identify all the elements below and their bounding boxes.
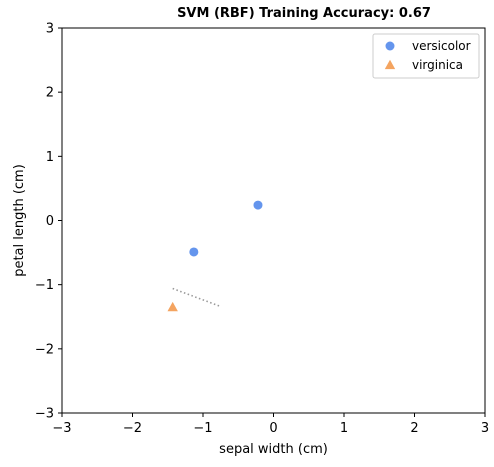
x-tick-label: 1 bbox=[340, 421, 348, 436]
y-tick-label: 1 bbox=[46, 150, 54, 165]
x-axis-label: sepal width (cm) bbox=[219, 442, 328, 457]
legend-marker-virginica bbox=[384, 59, 396, 70]
versicolor-point bbox=[253, 200, 263, 210]
plot-layer: −3 −2 −1 0 1 2 3 −3 −2 −1 0 1 2 3 versicolor virginica bbox=[35, 22, 489, 437]
y-tick-label: 2 bbox=[46, 86, 54, 101]
decision-boundary-line bbox=[172, 287, 221, 308]
legend-marker-versicolor bbox=[385, 41, 395, 51]
y-tick-label: −3 bbox=[35, 407, 54, 422]
y-tick-label: 0 bbox=[46, 214, 54, 229]
x-tick-label: 0 bbox=[269, 421, 277, 436]
virginica-point bbox=[167, 301, 178, 312]
y-tick-label: −2 bbox=[35, 342, 54, 357]
chart-title: SVM (RBF) Training Accuracy: 0.67 bbox=[177, 6, 431, 21]
x-tick-label: 2 bbox=[410, 421, 418, 436]
legend: versicolor virginica bbox=[372, 33, 480, 79]
plot-frame bbox=[61, 27, 486, 414]
versicolor-point bbox=[189, 247, 199, 257]
x-tick-label: −2 bbox=[123, 421, 142, 436]
y-tick-label: −1 bbox=[35, 278, 54, 293]
legend-label-versicolor: versicolor bbox=[412, 39, 471, 53]
y-axis-label: petal length (cm) bbox=[12, 164, 27, 277]
legend-frame bbox=[372, 33, 480, 79]
x-tick-label: −1 bbox=[193, 421, 212, 436]
x-tick-label: −3 bbox=[52, 421, 71, 436]
y-tick-label: 3 bbox=[46, 22, 54, 37]
legend-label-virginica: virginica bbox=[412, 58, 463, 72]
x-tick-label: 3 bbox=[481, 421, 489, 436]
